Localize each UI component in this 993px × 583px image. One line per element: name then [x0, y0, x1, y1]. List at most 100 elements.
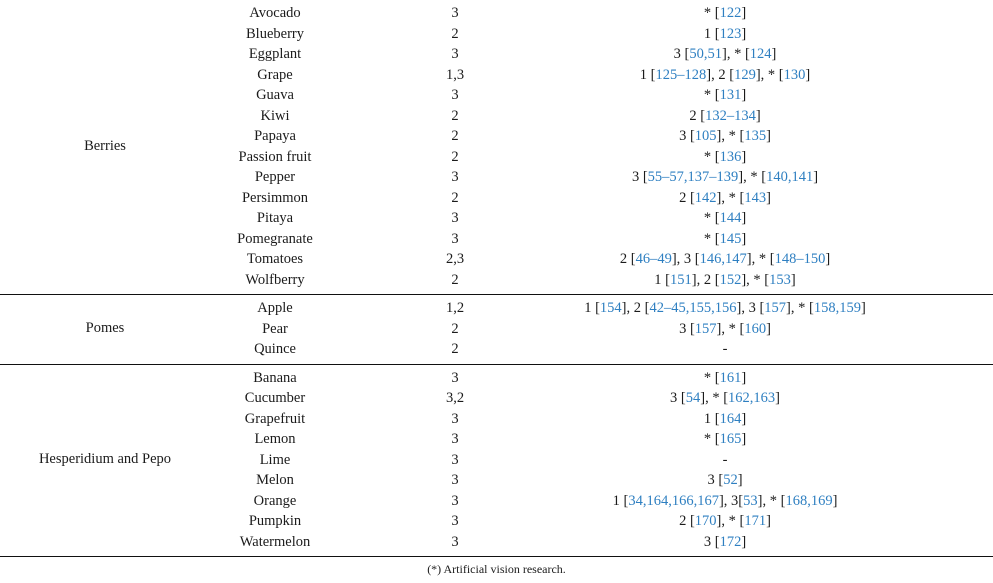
ref-bracket: [: [761, 169, 767, 185]
ref-link[interactable]: 52: [723, 472, 738, 488]
ref-link[interactable]: 143: [744, 189, 767, 206]
refs-cell: * [161]: [570, 368, 880, 389]
ref-link[interactable]: 154: [599, 300, 622, 316]
ref-link[interactable]: 123: [719, 25, 742, 42]
ref-link[interactable]: 129: [734, 66, 756, 83]
ref-bracket: ]: [700, 390, 706, 406]
ref-bracket: [: [714, 431, 720, 447]
group-number: 3: [451, 431, 459, 447]
ref-link[interactable]: 145: [719, 230, 742, 247]
group-number: 3: [451, 169, 459, 185]
ref-link[interactable]: 53: [743, 492, 758, 509]
ref-text: -: [722, 341, 728, 357]
ref-link[interactable]: 132–134: [705, 107, 756, 124]
ref-text: , *: [721, 320, 740, 337]
ref-bracket: ]: [671, 251, 677, 267]
ref-link[interactable]: 54: [685, 390, 701, 406]
ref-text: , 2: [696, 271, 715, 288]
ref-bracket: ]: [805, 66, 811, 83]
ref-text: 1: [654, 271, 666, 288]
ref-link[interactable]: 171: [744, 513, 767, 529]
ref-link[interactable]: 164: [719, 410, 742, 427]
ref-link[interactable]: 34,164,166,167: [628, 492, 719, 509]
refs-cell: 3 [52]: [570, 470, 880, 491]
ref-text: 1: [612, 492, 624, 509]
ref-link[interactable]: 125–128: [655, 66, 707, 83]
group-number: 3: [451, 472, 459, 488]
ref-link[interactable]: 157: [694, 320, 717, 337]
ref-link[interactable]: 131: [719, 87, 742, 103]
ref-link[interactable]: 50,51: [689, 46, 722, 62]
ref-link[interactable]: 42–45,155,156: [649, 300, 737, 316]
ref-text: 3: [631, 169, 643, 185]
ref-text: *: [703, 230, 715, 247]
ref-link[interactable]: 122: [719, 5, 742, 21]
fruit-name: Wolfberry: [245, 271, 305, 288]
group-column: 3 2 3 1,3 3 2 2 2 3 2 3 3 2,3 2: [340, 3, 570, 290]
group-number: 3: [451, 410, 459, 427]
ref-bracket: [: [684, 46, 690, 62]
ref-link[interactable]: 55–57,137–139: [647, 169, 739, 185]
ref-bracket: [: [714, 210, 720, 226]
refs-cell: 2 [46–49], 3 [146,147], * [148–150]: [570, 249, 880, 270]
ref-link[interactable]: 153: [769, 271, 791, 288]
ref-link[interactable]: 135: [744, 128, 767, 144]
ref-text: 1: [584, 300, 596, 316]
ref-bracket: [: [595, 300, 600, 316]
fruit-name: Pear: [262, 320, 288, 337]
ref-link[interactable]: 161: [719, 369, 742, 386]
ref-link[interactable]: 170: [694, 513, 717, 529]
fruit-name: Persimmon: [241, 189, 309, 206]
ref-bracket: [: [700, 107, 706, 124]
ref-bracket: [: [809, 300, 814, 316]
ref-bracket: [: [650, 66, 656, 83]
group-number: 3: [451, 5, 459, 21]
ref-text: 3: [679, 320, 690, 337]
fruit-name: Eggplant: [248, 46, 302, 62]
ref-bracket: ]: [737, 472, 743, 488]
fruit-name: Tomatoes: [246, 251, 304, 267]
ref-bracket: [: [714, 230, 720, 247]
ref-link[interactable]: 172: [719, 533, 742, 550]
ref-bracket: ]: [721, 46, 727, 62]
fruit-classification-table: Berries Avocado Blueberry Eggplant Grape Guav…: [0, 3, 993, 557]
ref-link[interactable]: 136: [719, 148, 742, 165]
group-number: 3: [451, 492, 459, 509]
ref-link[interactable]: 124: [749, 46, 772, 62]
ref-link[interactable]: 144: [719, 210, 742, 226]
ref-text: , 3: [676, 251, 695, 267]
ref-link[interactable]: 152: [719, 271, 742, 288]
refs-cell: * [122]: [570, 3, 880, 24]
ref-link[interactable]: 142: [694, 189, 717, 206]
ref-bracket: [: [759, 300, 765, 316]
fruit-name: Banana: [253, 369, 297, 386]
ref-text: , *: [726, 46, 745, 62]
ref-link[interactable]: 162,163: [728, 390, 776, 406]
ref-link[interactable]: 168,169: [785, 492, 833, 509]
refs-cell: 1 [154], 2 [42–45,155,156], 3 [157], * […: [570, 298, 880, 319]
ref-bracket: ]: [766, 189, 771, 206]
ref-link[interactable]: 157: [764, 300, 787, 316]
ref-bracket: [: [769, 251, 775, 267]
ref-link[interactable]: 160: [744, 320, 767, 337]
ref-bracket: [: [714, 148, 720, 165]
ref-link[interactable]: 151: [670, 271, 692, 288]
ref-link[interactable]: 46–49: [635, 251, 672, 267]
fruit-name: Pomegranate: [237, 230, 313, 247]
group-number: 2: [451, 128, 459, 144]
ref-link[interactable]: 130: [783, 66, 806, 83]
ref-bracket: ]: [741, 87, 747, 103]
group-number: 3: [451, 533, 459, 550]
group-number: 2: [451, 320, 459, 337]
ref-link[interactable]: 140,141: [766, 169, 814, 185]
ref-link[interactable]: 158,159: [813, 300, 861, 316]
fruit-column: Apple Pear Quince: [210, 298, 340, 360]
ref-link[interactable]: 165: [719, 431, 742, 447]
ref-link[interactable]: 105: [694, 128, 717, 144]
ref-text: , *: [790, 300, 809, 316]
ref-link[interactable]: 148–150: [774, 251, 826, 267]
fruit-name: Quince: [254, 341, 296, 357]
fruit-name: Grapefruit: [244, 410, 306, 427]
ref-link[interactable]: 146,147: [699, 251, 747, 267]
ref-text: , *: [746, 271, 765, 288]
